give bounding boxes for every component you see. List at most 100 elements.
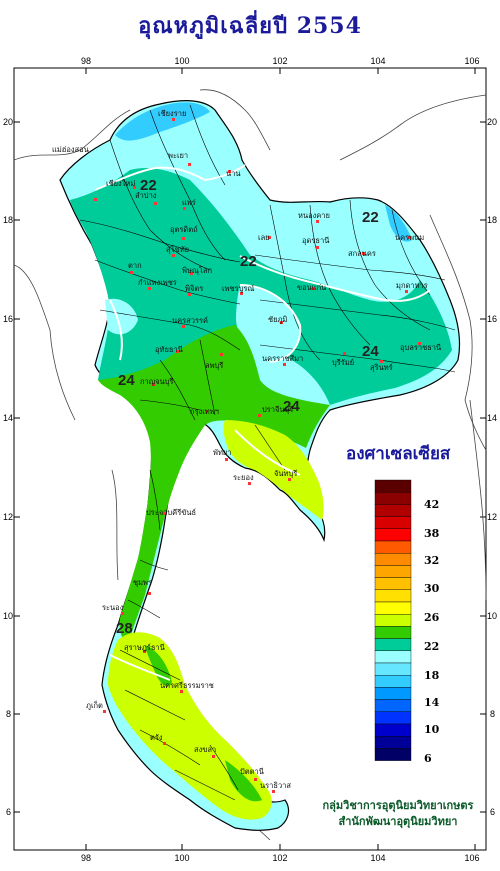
legend-swatch bbox=[374, 601, 412, 615]
legend-swatch bbox=[374, 540, 412, 554]
y-tick-label: 20 bbox=[3, 117, 13, 127]
legend-swatch bbox=[374, 638, 412, 651]
legend-label: 26 bbox=[424, 611, 440, 624]
isotherm-label: 22 bbox=[362, 209, 379, 226]
province-borders bbox=[79, 104, 456, 801]
place-label: ตาก bbox=[128, 261, 142, 270]
place-label: สุโขทัย bbox=[166, 245, 189, 254]
zone-24-26 bbox=[98, 325, 330, 645]
y-tick-label: 6 bbox=[6, 807, 11, 817]
legend-swatch bbox=[374, 662, 412, 676]
place-label: ขอนแก่น bbox=[297, 283, 326, 292]
zone-north-tip bbox=[115, 102, 210, 141]
legend-swatch bbox=[374, 626, 412, 639]
legend-swatch bbox=[374, 589, 412, 603]
x-tick-label: 98 bbox=[81, 853, 91, 863]
x-tick-label: 102 bbox=[272, 56, 287, 66]
y-tick-label: 8 bbox=[490, 709, 495, 719]
place-label: นครพนม bbox=[395, 233, 424, 242]
place-label: สุรินทร์ bbox=[370, 363, 393, 372]
place-label: เพชรบูรณ์ bbox=[222, 284, 254, 293]
station-markers bbox=[94, 118, 421, 793]
place-label: แพร่ bbox=[182, 198, 196, 207]
place-label: กาญจนบุรี bbox=[140, 377, 173, 386]
isotherm-label: 24 bbox=[118, 372, 135, 389]
zone-northeast-tip bbox=[385, 205, 412, 242]
x-tick-label: 104 bbox=[370, 853, 385, 863]
credit-line: สำนักพัฒนาอุตุนิยมวิทยา bbox=[338, 815, 458, 828]
legend-label: 22 bbox=[424, 640, 439, 653]
place-label: น่าน bbox=[226, 169, 240, 178]
place-label: ประจวบคีรีขันธ์ bbox=[146, 508, 196, 517]
place-label: แม่ฮ่องสอน bbox=[52, 145, 89, 154]
place-label: ปัตตานี bbox=[240, 767, 264, 776]
place-label: อุตรดิตถ์ bbox=[170, 225, 198, 234]
isotherm-label: 24 bbox=[283, 398, 300, 415]
legend-label: 18 bbox=[424, 669, 440, 682]
y-tick-label: 8 bbox=[6, 709, 11, 719]
place-label: กรุงเทพฯ bbox=[190, 407, 219, 416]
place-label: จันทบุรี bbox=[274, 469, 297, 478]
y-tick-label: 10 bbox=[487, 611, 497, 621]
isotherm-label: 28 bbox=[116, 620, 133, 637]
legend-swatch bbox=[374, 504, 412, 517]
place-label: ภูเก็ต bbox=[86, 700, 103, 710]
legend-label: 10 bbox=[424, 723, 440, 736]
legend-swatch bbox=[374, 492, 412, 505]
y-tick-label: 14 bbox=[3, 413, 13, 423]
x-tick-label: 100 bbox=[174, 56, 189, 66]
zone-south-tip bbox=[225, 760, 262, 802]
legend-label: 42 bbox=[424, 498, 439, 511]
legend-label: 6 bbox=[424, 752, 432, 765]
place-label: นครศรีธรรมราช bbox=[160, 681, 214, 690]
legend-swatch bbox=[374, 675, 412, 688]
place-label: มุกดาหาร bbox=[396, 281, 428, 290]
x-tick-label: 98 bbox=[81, 56, 91, 66]
place-label: เชียงใหม่ bbox=[106, 179, 135, 188]
legend-swatch bbox=[374, 748, 412, 761]
legend-swatch bbox=[374, 553, 412, 566]
legend-label: 38 bbox=[424, 527, 440, 540]
color-legend-labels: 42 38 32 30 26 22 18 14 10 6 bbox=[424, 498, 440, 765]
place-label: ตรัง bbox=[150, 733, 163, 742]
place-label: สุราษฎร์ธานี bbox=[124, 643, 165, 652]
credit-line: กลุ่มวิชาการอุตุนิยมวิทยาเกษตร bbox=[322, 799, 474, 812]
place-label: อุดรธานี bbox=[302, 236, 329, 245]
legend-swatch bbox=[374, 687, 412, 700]
y-tick-label: 18 bbox=[3, 215, 13, 225]
legend-swatch bbox=[374, 614, 412, 627]
place-label: อุบลราชธานี bbox=[400, 343, 441, 352]
y-tick-label: 12 bbox=[487, 512, 497, 522]
place-label: พิษณุโลก bbox=[182, 266, 212, 275]
x-tick-label: 106 bbox=[464, 56, 479, 66]
place-label: ชุมพร bbox=[133, 578, 152, 587]
place-label: กำแพงเพชร bbox=[138, 278, 177, 287]
isotherm-label: 22 bbox=[240, 253, 257, 270]
legend-swatch bbox=[374, 711, 412, 725]
zone-south-inner bbox=[145, 645, 172, 686]
legend-swatch bbox=[374, 699, 412, 712]
x-tick-label: 106 bbox=[464, 853, 479, 863]
place-label: เชียงราย bbox=[158, 109, 186, 118]
y-tick-label: 14 bbox=[487, 413, 497, 423]
legend-swatch bbox=[374, 516, 412, 529]
place-label: หนองคาย bbox=[298, 211, 330, 220]
isotherm-label: 24 bbox=[362, 343, 379, 360]
legend-swatch bbox=[374, 736, 412, 749]
y-tick-label: 12 bbox=[3, 512, 13, 522]
place-label: พิจิตร bbox=[185, 284, 203, 293]
place-label: ระยอง bbox=[233, 473, 254, 482]
unit-label: องศาเซลเซียส bbox=[346, 444, 451, 464]
place-label: สงขลา bbox=[194, 745, 216, 754]
place-label: ลพบุรี bbox=[205, 361, 223, 370]
place-label: นครสวรรค์ bbox=[172, 316, 208, 325]
legend-swatch bbox=[374, 528, 412, 542]
legend-label: 30 bbox=[424, 582, 440, 595]
legend-swatch bbox=[374, 479, 412, 493]
place-label: เลย bbox=[258, 233, 270, 242]
place-label: สกลนคร bbox=[348, 249, 376, 258]
x-tick-label: 104 bbox=[370, 56, 385, 66]
y-tick-label: 16 bbox=[487, 314, 497, 324]
x-tick-label: 100 bbox=[174, 853, 189, 863]
